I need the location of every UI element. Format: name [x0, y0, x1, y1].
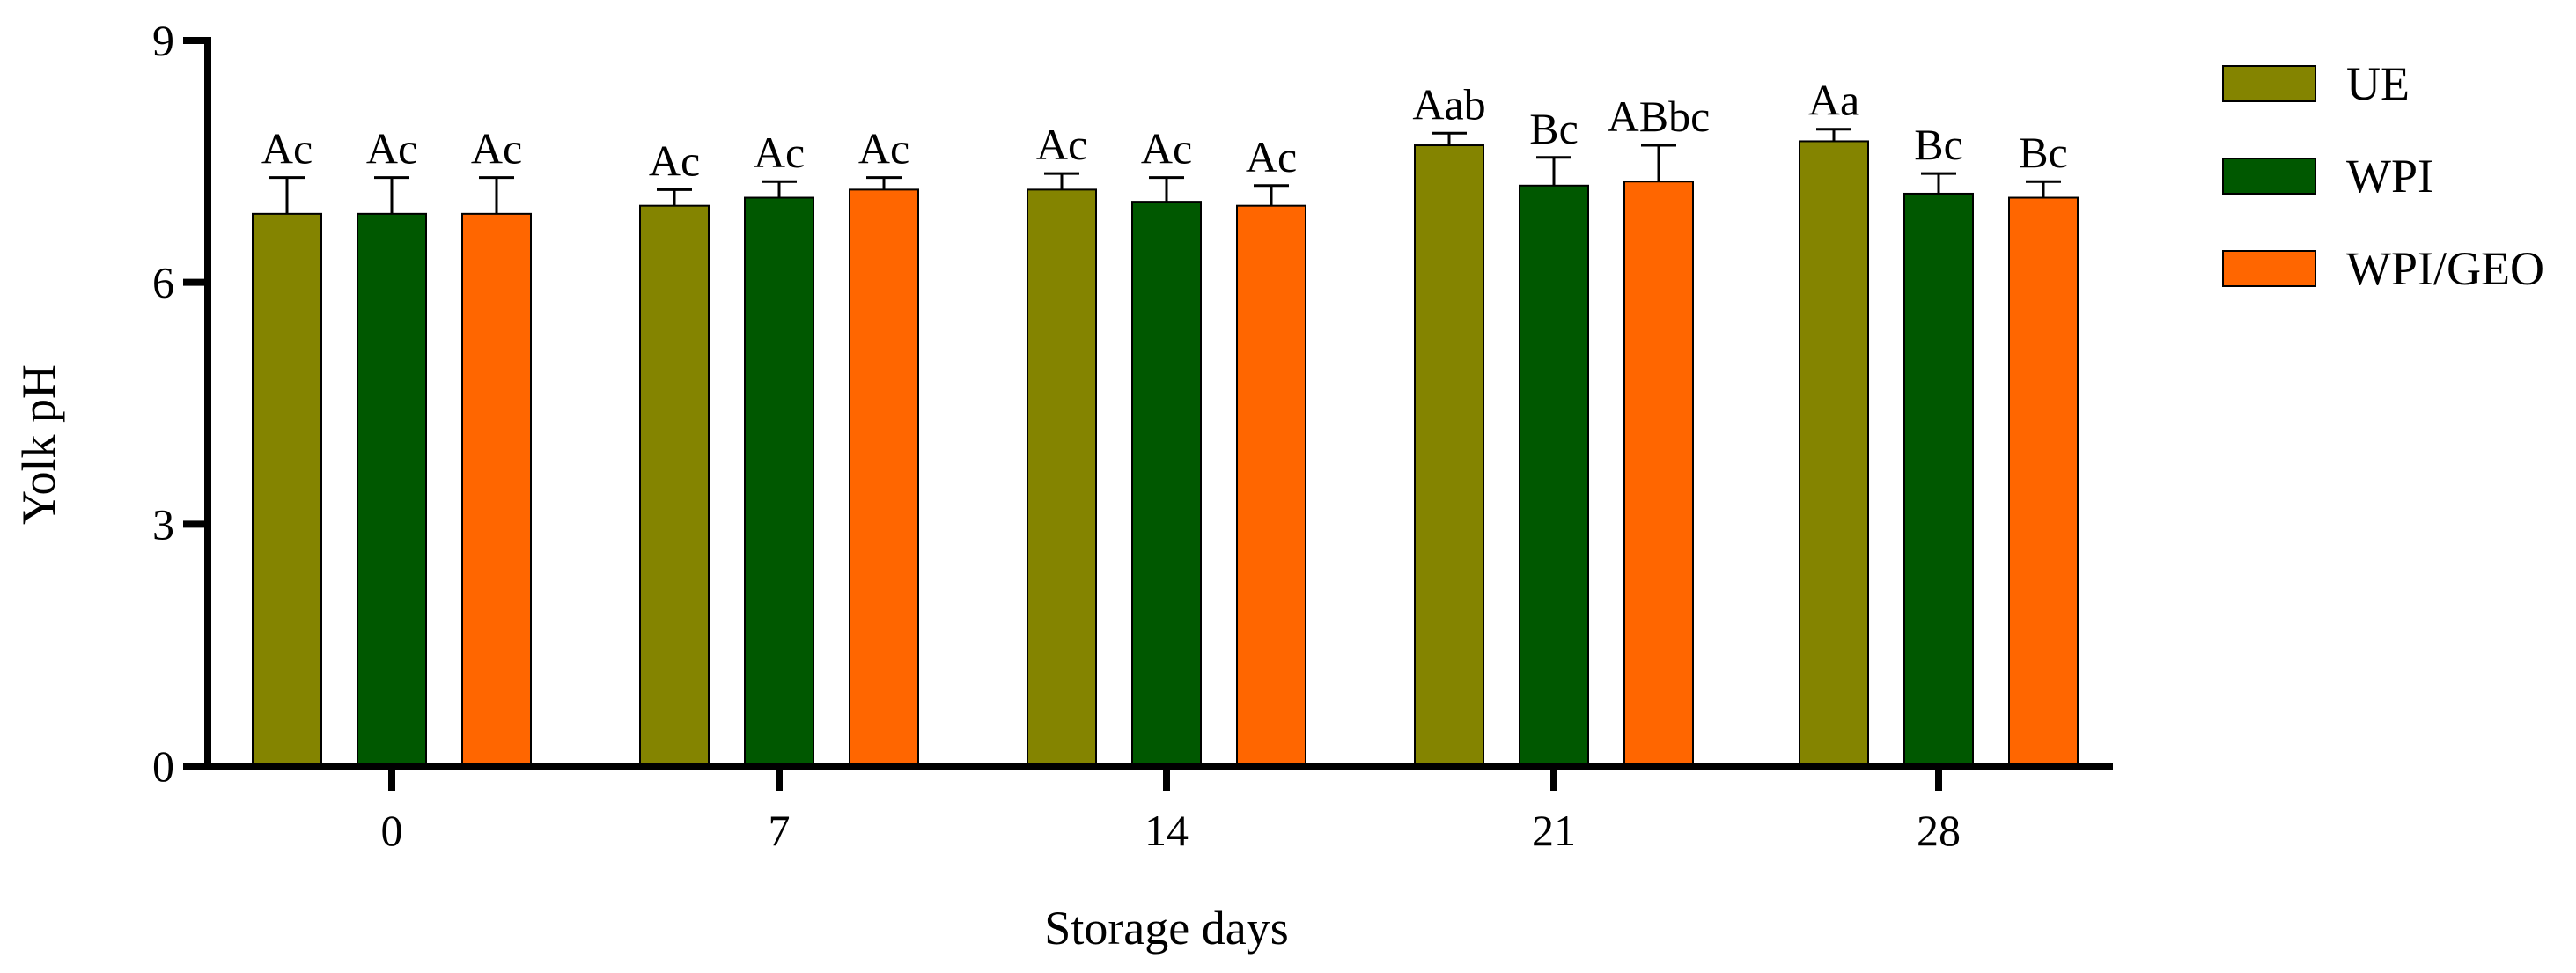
significance-label: Ac	[366, 124, 417, 173]
y-tick-label: 3	[152, 499, 174, 549]
y-axis-title: Yolk pH	[12, 365, 65, 525]
legend-label: WPI	[2346, 150, 2433, 203]
bar	[1131, 201, 1202, 768]
legend: UE WPI WPI/GEO	[2222, 57, 2544, 295]
bar	[1027, 188, 1097, 767]
x-tick-label: 21	[1532, 806, 1576, 855]
legend-swatch	[2222, 65, 2316, 102]
significance-label: Bc	[1529, 104, 1579, 153]
significance-label: ABbc	[1608, 92, 1711, 141]
significance-label: Bc	[1914, 120, 1963, 169]
x-axis-title: Storage days	[1044, 902, 1288, 955]
significance-label: Bc	[2019, 128, 2068, 177]
significance-label: Aa	[1808, 76, 1859, 125]
legend-label: UE	[2346, 57, 2410, 110]
labels-layer: Ac Ac Ac Ac Ac Ac Ac Ac Ac Aab Bc ABbc Aa Bc Bc	[261, 76, 2068, 186]
bar	[1519, 184, 1589, 768]
bar	[639, 204, 710, 767]
significance-label: Ac	[858, 124, 909, 173]
legend-swatch	[2222, 158, 2316, 195]
bars-layer	[252, 128, 2079, 768]
significance-label: Ac	[649, 136, 700, 185]
significance-label: Ac	[1141, 124, 1192, 173]
bar	[252, 212, 322, 768]
legend-label: WPI/GEO	[2346, 242, 2544, 295]
bar	[1414, 144, 1484, 767]
bar	[1236, 204, 1306, 767]
bar	[1799, 140, 1869, 767]
x-tick-label: 0	[381, 806, 403, 855]
significance-label: Ac	[471, 124, 522, 173]
significance-label: Ac	[1246, 132, 1297, 181]
bar	[461, 212, 532, 768]
bar	[1903, 192, 1974, 767]
bar	[2008, 196, 2079, 768]
legend-swatch	[2222, 250, 2316, 287]
y-tick-label: 6	[152, 258, 174, 307]
y-tick-label: 9	[152, 16, 174, 65]
axes-layer: 0 3 6 9 0 7 14 21 28	[152, 16, 2113, 855]
bar	[1623, 181, 1694, 767]
significance-label: Ac	[754, 128, 805, 177]
bar	[357, 212, 427, 768]
significance-label: Ac	[1036, 120, 1087, 169]
x-tick-label: 14	[1144, 806, 1189, 855]
significance-label: Ac	[261, 124, 313, 173]
y-tick-label: 0	[152, 741, 174, 791]
bar	[849, 188, 919, 767]
significance-label: Aab	[1412, 79, 1485, 129]
bar	[744, 196, 814, 768]
x-tick-label: 28	[1917, 806, 1961, 855]
x-tick-label: 7	[769, 806, 791, 855]
